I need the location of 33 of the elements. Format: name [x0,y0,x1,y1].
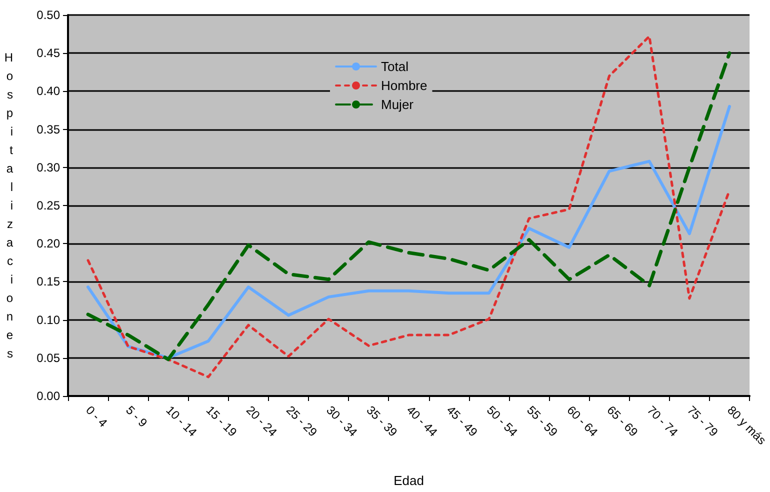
x-tick-label: 55 - 59 [524,403,561,440]
x-tick-label: 35 - 39 [364,403,400,440]
x-tick-label: 15 - 19 [203,403,240,440]
legend-label: Hombre [381,78,428,93]
legend-label: Mujer [381,97,414,112]
y-tick-label: 0.35 [36,122,60,136]
y-tick-label: 0.15 [36,274,60,289]
x-tick-label: 45 - 49 [444,403,480,440]
x-tick-label: 5 - 9 [123,403,150,430]
y-tick-label: 0.30 [36,160,60,174]
x-tick-label: 10 - 14 [163,403,200,440]
y-tick-label: 0.10 [36,312,60,327]
y-tick-label: 0.45 [36,46,60,60]
legend-label: Total [381,59,409,74]
x-axis-title: Edad [394,473,424,488]
x-tick-label: 65 - 69 [604,403,641,440]
x-tick-label: 60 - 64 [564,403,601,440]
x-tick-label: 20 - 24 [243,403,280,440]
y-tick-label: 0.25 [36,198,60,212]
x-tick-label: 50 - 54 [484,403,521,440]
x-tick-label: 40 - 44 [404,403,440,440]
y-tick-label: 0.00 [36,389,60,403]
text: Hospitalizaciones [4,50,13,360]
y-tick-label: 0.05 [36,350,60,365]
x-tick-label: 0 - 4 [83,403,110,430]
y-tick-label: 0.40 [36,84,60,98]
x-tick-label: 25 - 29 [284,403,320,440]
x-tick-label: 30 - 34 [324,403,360,440]
y-tick-label: 0.50 [36,8,60,22]
y-tick-label: 0.20 [36,236,60,251]
x-tick-label: 75 - 79 [684,403,721,440]
x-tick-label: 70 - 74 [644,403,681,440]
x-tick-label: 80 y más [724,403,769,448]
